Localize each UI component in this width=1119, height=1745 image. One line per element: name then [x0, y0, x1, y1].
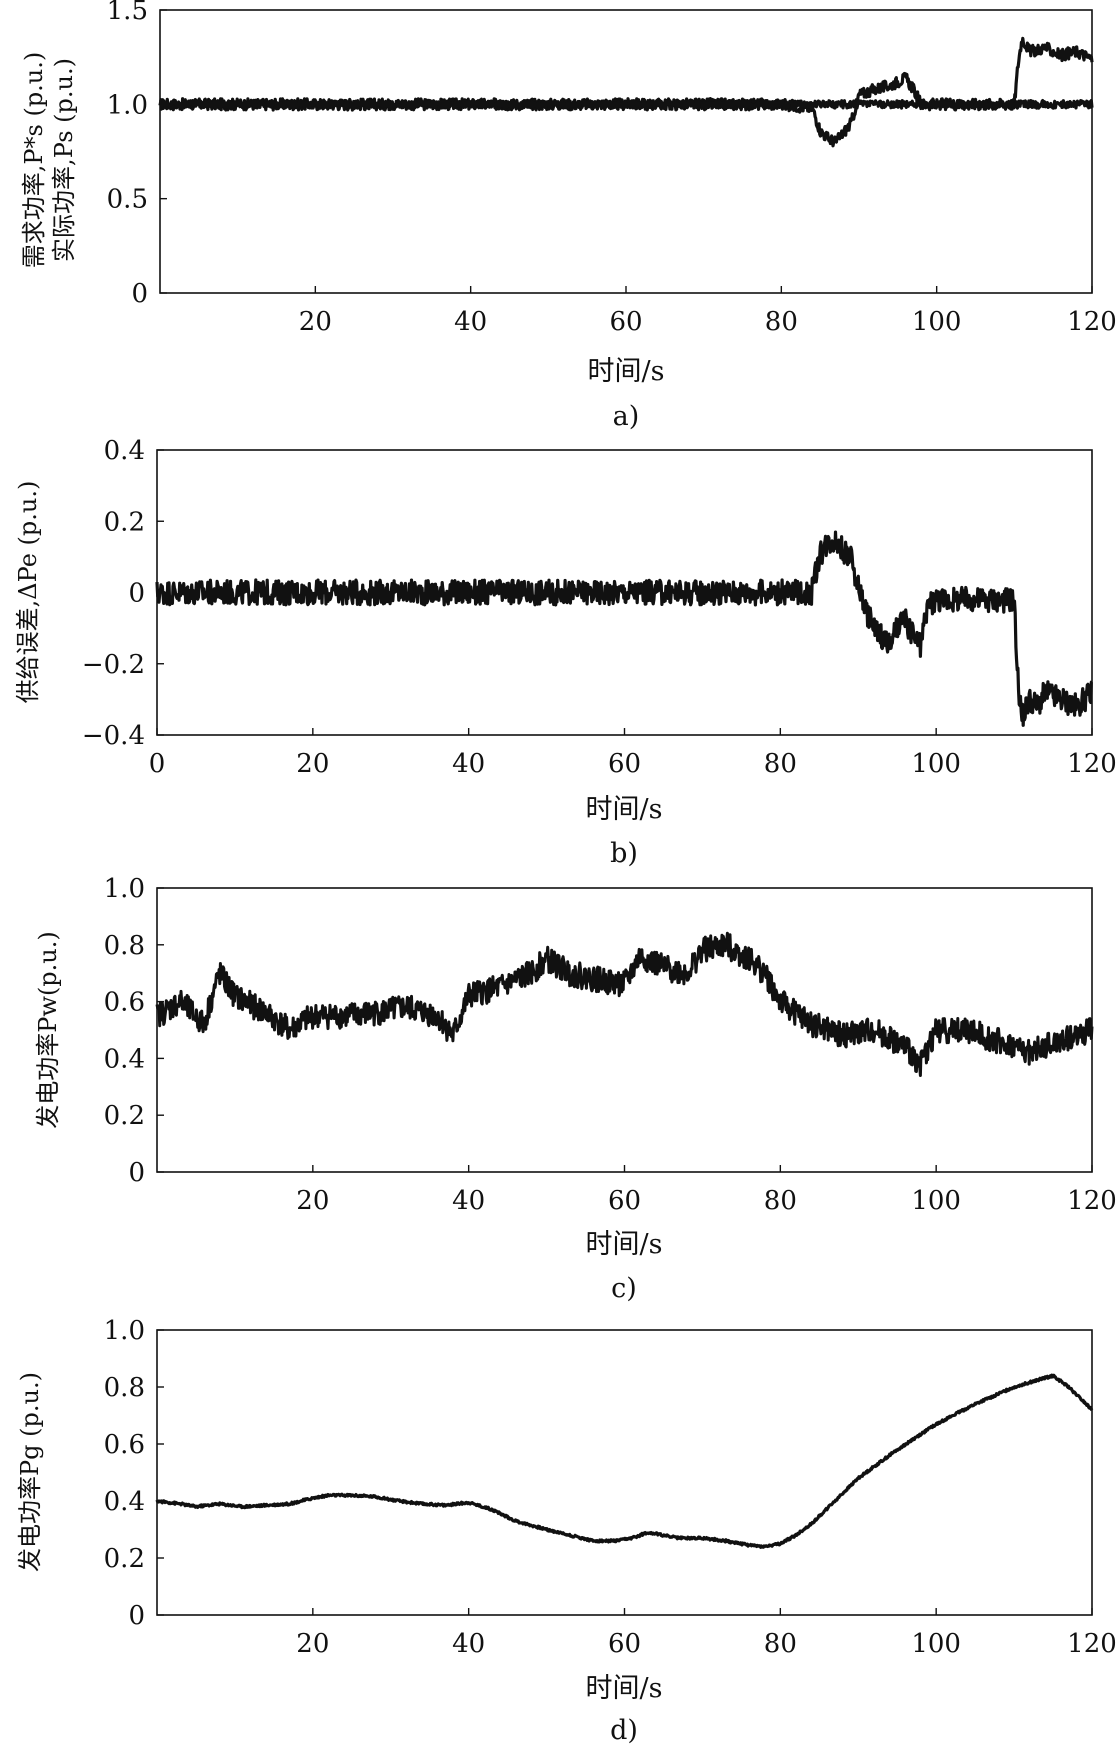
- panel-b-ticks: 0 20 40 60 80 100 120 −0.4 −0.2 0 0.2 0.4: [82, 436, 1117, 779]
- panel-c-ytick-label: 1.0: [104, 874, 145, 904]
- panel-b-xtick-label: 100: [911, 749, 961, 779]
- panel-b-xtick-label: 80: [764, 749, 797, 779]
- panel-a-xtick-label: 100: [912, 307, 962, 337]
- panel-b-xtick-label: 40: [452, 749, 485, 779]
- panel-b-ytick-label: 0.2: [104, 507, 145, 537]
- panel-a-frame: [159, 9, 1093, 294]
- panel-d-xtick-label: 60: [608, 1629, 641, 1659]
- panel-c-caption: c): [611, 1273, 637, 1304]
- panel-d-xlabel: 时间/s: [586, 1673, 663, 1704]
- panel-c-xtick-label: 40: [452, 1186, 485, 1216]
- panel-b-ytick-label: −0.4: [82, 721, 145, 751]
- panel-b-xtick-label: 120: [1067, 749, 1117, 779]
- panel-d-xtick-label: 100: [911, 1629, 961, 1659]
- panel-a-xlabel: 时间/s: [588, 356, 665, 387]
- panel-b-series: [155, 530, 1094, 727]
- panel-d-ytick-label: 0: [128, 1601, 145, 1631]
- panel-d-caption: d): [610, 1715, 638, 1745]
- panel-a-ytick-label: 0: [131, 279, 148, 309]
- panel-c-ylabel: 发电功率Pw(p.u.): [34, 931, 62, 1129]
- panel-d-xtick-label: 40: [452, 1629, 485, 1659]
- panel-a-ticks: 20 40 60 80 100 120 0 0.5 1.0 1.5: [107, 0, 1117, 337]
- panel-b-caption: b): [610, 838, 638, 869]
- panel-c-series-line-0: [155, 931, 1094, 1077]
- panel-a-series-line-0: [159, 36, 1094, 148]
- panel-d-ytick-label: 1.0: [104, 1316, 145, 1346]
- panel-a-caption: a): [613, 401, 640, 432]
- panel-a-xtick-label: 20: [299, 307, 332, 337]
- panel-b-xtick-label: 60: [608, 749, 641, 779]
- panel-a: 20 40 60 80 100 120 0 0.5 1.0 1.5 时间/s a) 需求功率,P*…: [20, 0, 1117, 432]
- panel-a-ylabel-actual: 实际功率,Ps (p.u.): [50, 58, 78, 262]
- panel-a-ytick-label: 1.5: [107, 0, 148, 26]
- panel-a-series-line-1: [158, 99, 1094, 110]
- panel-d-ytick-label: 0.4: [104, 1487, 145, 1517]
- panel-c-xtick-label: 80: [764, 1186, 797, 1216]
- panel-c-xlabel: 时间/s: [586, 1229, 663, 1260]
- panel-c-ytick-label: 0: [128, 1158, 145, 1188]
- panel-a-ytick-label: 1.0: [107, 90, 148, 120]
- panel-d-xtick-label: 120: [1067, 1629, 1117, 1659]
- panel-d-xtick-label: 20: [296, 1629, 329, 1659]
- panel-b-xtick-label: 0: [149, 749, 166, 779]
- panel-c-xtick-label: 120: [1067, 1186, 1117, 1216]
- panel-d-ytick-label: 0.6: [104, 1430, 145, 1460]
- panel-d-series-line-0: [155, 1373, 1094, 1549]
- panel-c-ytick-label: 0.2: [104, 1101, 145, 1131]
- panel-c-xtick-label: 60: [608, 1186, 641, 1216]
- panel-c-ytick-label: 0.4: [104, 1044, 145, 1074]
- panel-b-ytick-label: 0.4: [104, 436, 145, 466]
- panel-a-xtick-label: 40: [454, 307, 487, 337]
- panel-a-xtick-label: 80: [765, 307, 798, 337]
- panel-d-ylabel: 发电功率Pg (p.u.): [16, 1372, 44, 1572]
- panel-b-ytick-label: −0.2: [82, 650, 145, 680]
- panel-d: 20 40 60 80 100 120 0 0.2 0.4 0.6 0.8 1.0 时间/s d) 发…: [16, 1316, 1117, 1745]
- panel-b: 0 20 40 60 80 100 120 −0.4 −0.2 0 0.2 0.4 时间/s b) 供…: [14, 436, 1117, 869]
- panel-b-xtick-label: 20: [296, 749, 329, 779]
- panel-d-xtick-label: 80: [764, 1629, 797, 1659]
- panel-a-series: [158, 36, 1094, 148]
- panel-a-xtick-label: 120: [1067, 307, 1117, 337]
- panel-b-ylabel: 供给误差,ΔPe (p.u.): [14, 481, 42, 704]
- panel-a-xtick-label: 60: [609, 307, 642, 337]
- panel-c-series: [155, 931, 1094, 1077]
- panel-a-ylabel-demand: 需求功率,P*s (p.u.): [20, 52, 48, 269]
- panel-c-xtick-label: 20: [296, 1186, 329, 1216]
- panel-c-ytick-label: 0.6: [104, 988, 145, 1018]
- panel-b-series-line-0: [155, 530, 1094, 727]
- panel-d-ytick-label: 0.2: [104, 1544, 145, 1574]
- panel-a-ytick-label: 0.5: [107, 185, 148, 215]
- panel-d-series: [155, 1373, 1094, 1549]
- panel-d-ytick-label: 0.8: [104, 1373, 145, 1403]
- panel-c-ticks: 20 40 60 80 100 120 0 0.2 0.4 0.6 0.8 1.0: [104, 874, 1117, 1216]
- panel-c-xtick-label: 100: [911, 1186, 961, 1216]
- panel-c: 20 40 60 80 100 120 0 0.2 0.4 0.6 0.8 1.0 时间/s c) 发…: [34, 874, 1117, 1304]
- panel-b-xlabel: 时间/s: [586, 794, 663, 825]
- panel-d-frame: [156, 1329, 1093, 1616]
- panel-b-ytick-label: 0: [128, 579, 145, 609]
- panel-c-ytick-label: 0.8: [104, 931, 145, 961]
- panel-d-ticks: 20 40 60 80 100 120 0 0.2 0.4 0.6 0.8 1.0: [104, 1316, 1117, 1659]
